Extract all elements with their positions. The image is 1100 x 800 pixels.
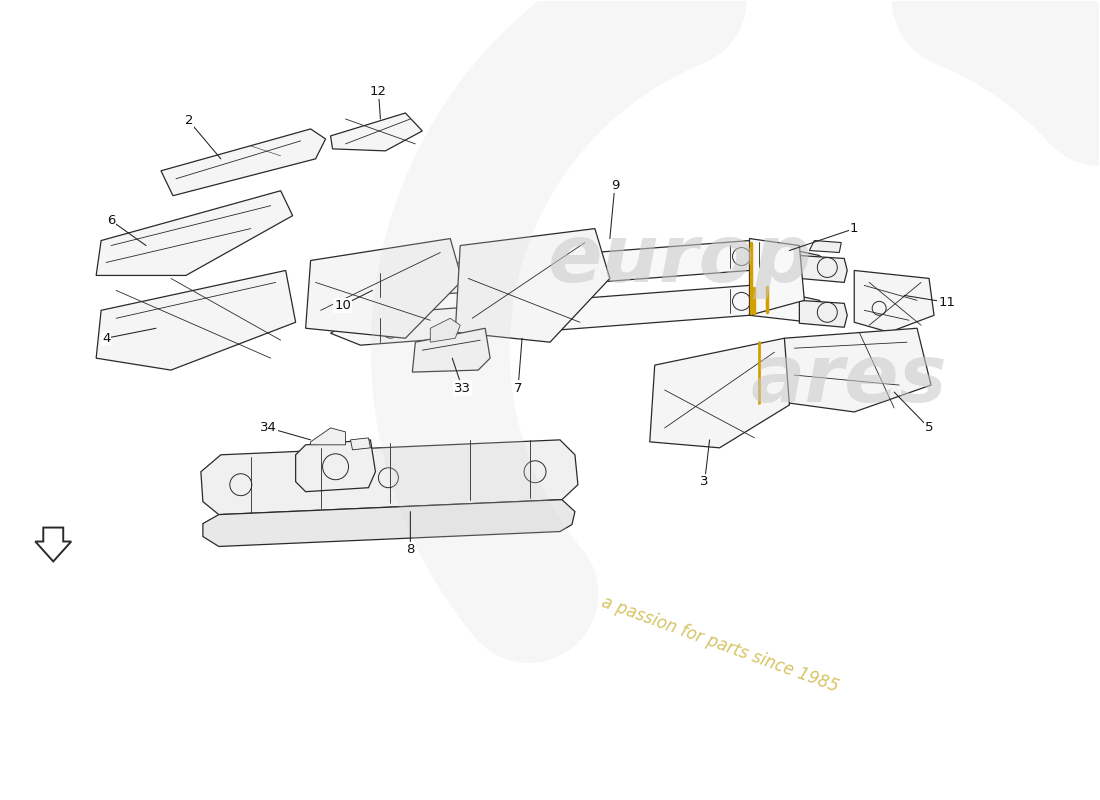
Text: 5: 5 bbox=[925, 422, 933, 434]
Polygon shape bbox=[96, 270, 296, 370]
Polygon shape bbox=[800, 300, 847, 327]
Polygon shape bbox=[855, 270, 934, 332]
Polygon shape bbox=[650, 338, 790, 448]
Text: 11: 11 bbox=[938, 296, 956, 309]
Polygon shape bbox=[430, 318, 460, 342]
Text: 12: 12 bbox=[370, 85, 387, 98]
Polygon shape bbox=[331, 241, 829, 300]
Text: 8: 8 bbox=[406, 543, 415, 556]
Polygon shape bbox=[351, 438, 371, 450]
Text: ares: ares bbox=[751, 341, 947, 419]
Polygon shape bbox=[810, 241, 842, 253]
Text: 6: 6 bbox=[107, 214, 116, 227]
Text: 4: 4 bbox=[102, 332, 110, 345]
Text: 1: 1 bbox=[850, 222, 858, 235]
Text: a passion for parts since 1985: a passion for parts since 1985 bbox=[598, 593, 840, 695]
Polygon shape bbox=[331, 286, 829, 345]
Polygon shape bbox=[161, 129, 326, 196]
Text: 33: 33 bbox=[453, 382, 471, 394]
Text: 10: 10 bbox=[334, 299, 351, 312]
Polygon shape bbox=[749, 238, 804, 315]
Polygon shape bbox=[202, 500, 575, 546]
Polygon shape bbox=[310, 428, 345, 445]
Polygon shape bbox=[800, 255, 847, 282]
Text: 3: 3 bbox=[701, 475, 708, 488]
Polygon shape bbox=[201, 440, 578, 514]
Polygon shape bbox=[781, 328, 931, 412]
Text: 34: 34 bbox=[261, 422, 277, 434]
Polygon shape bbox=[412, 328, 491, 372]
Text: europ: europ bbox=[548, 222, 812, 299]
Polygon shape bbox=[306, 238, 462, 338]
Polygon shape bbox=[455, 229, 609, 342]
Text: 7: 7 bbox=[514, 382, 522, 394]
Polygon shape bbox=[331, 113, 422, 151]
Polygon shape bbox=[96, 190, 293, 275]
Polygon shape bbox=[296, 440, 375, 492]
Text: 9: 9 bbox=[610, 179, 619, 192]
Text: 2: 2 bbox=[185, 114, 194, 127]
Polygon shape bbox=[35, 527, 72, 562]
